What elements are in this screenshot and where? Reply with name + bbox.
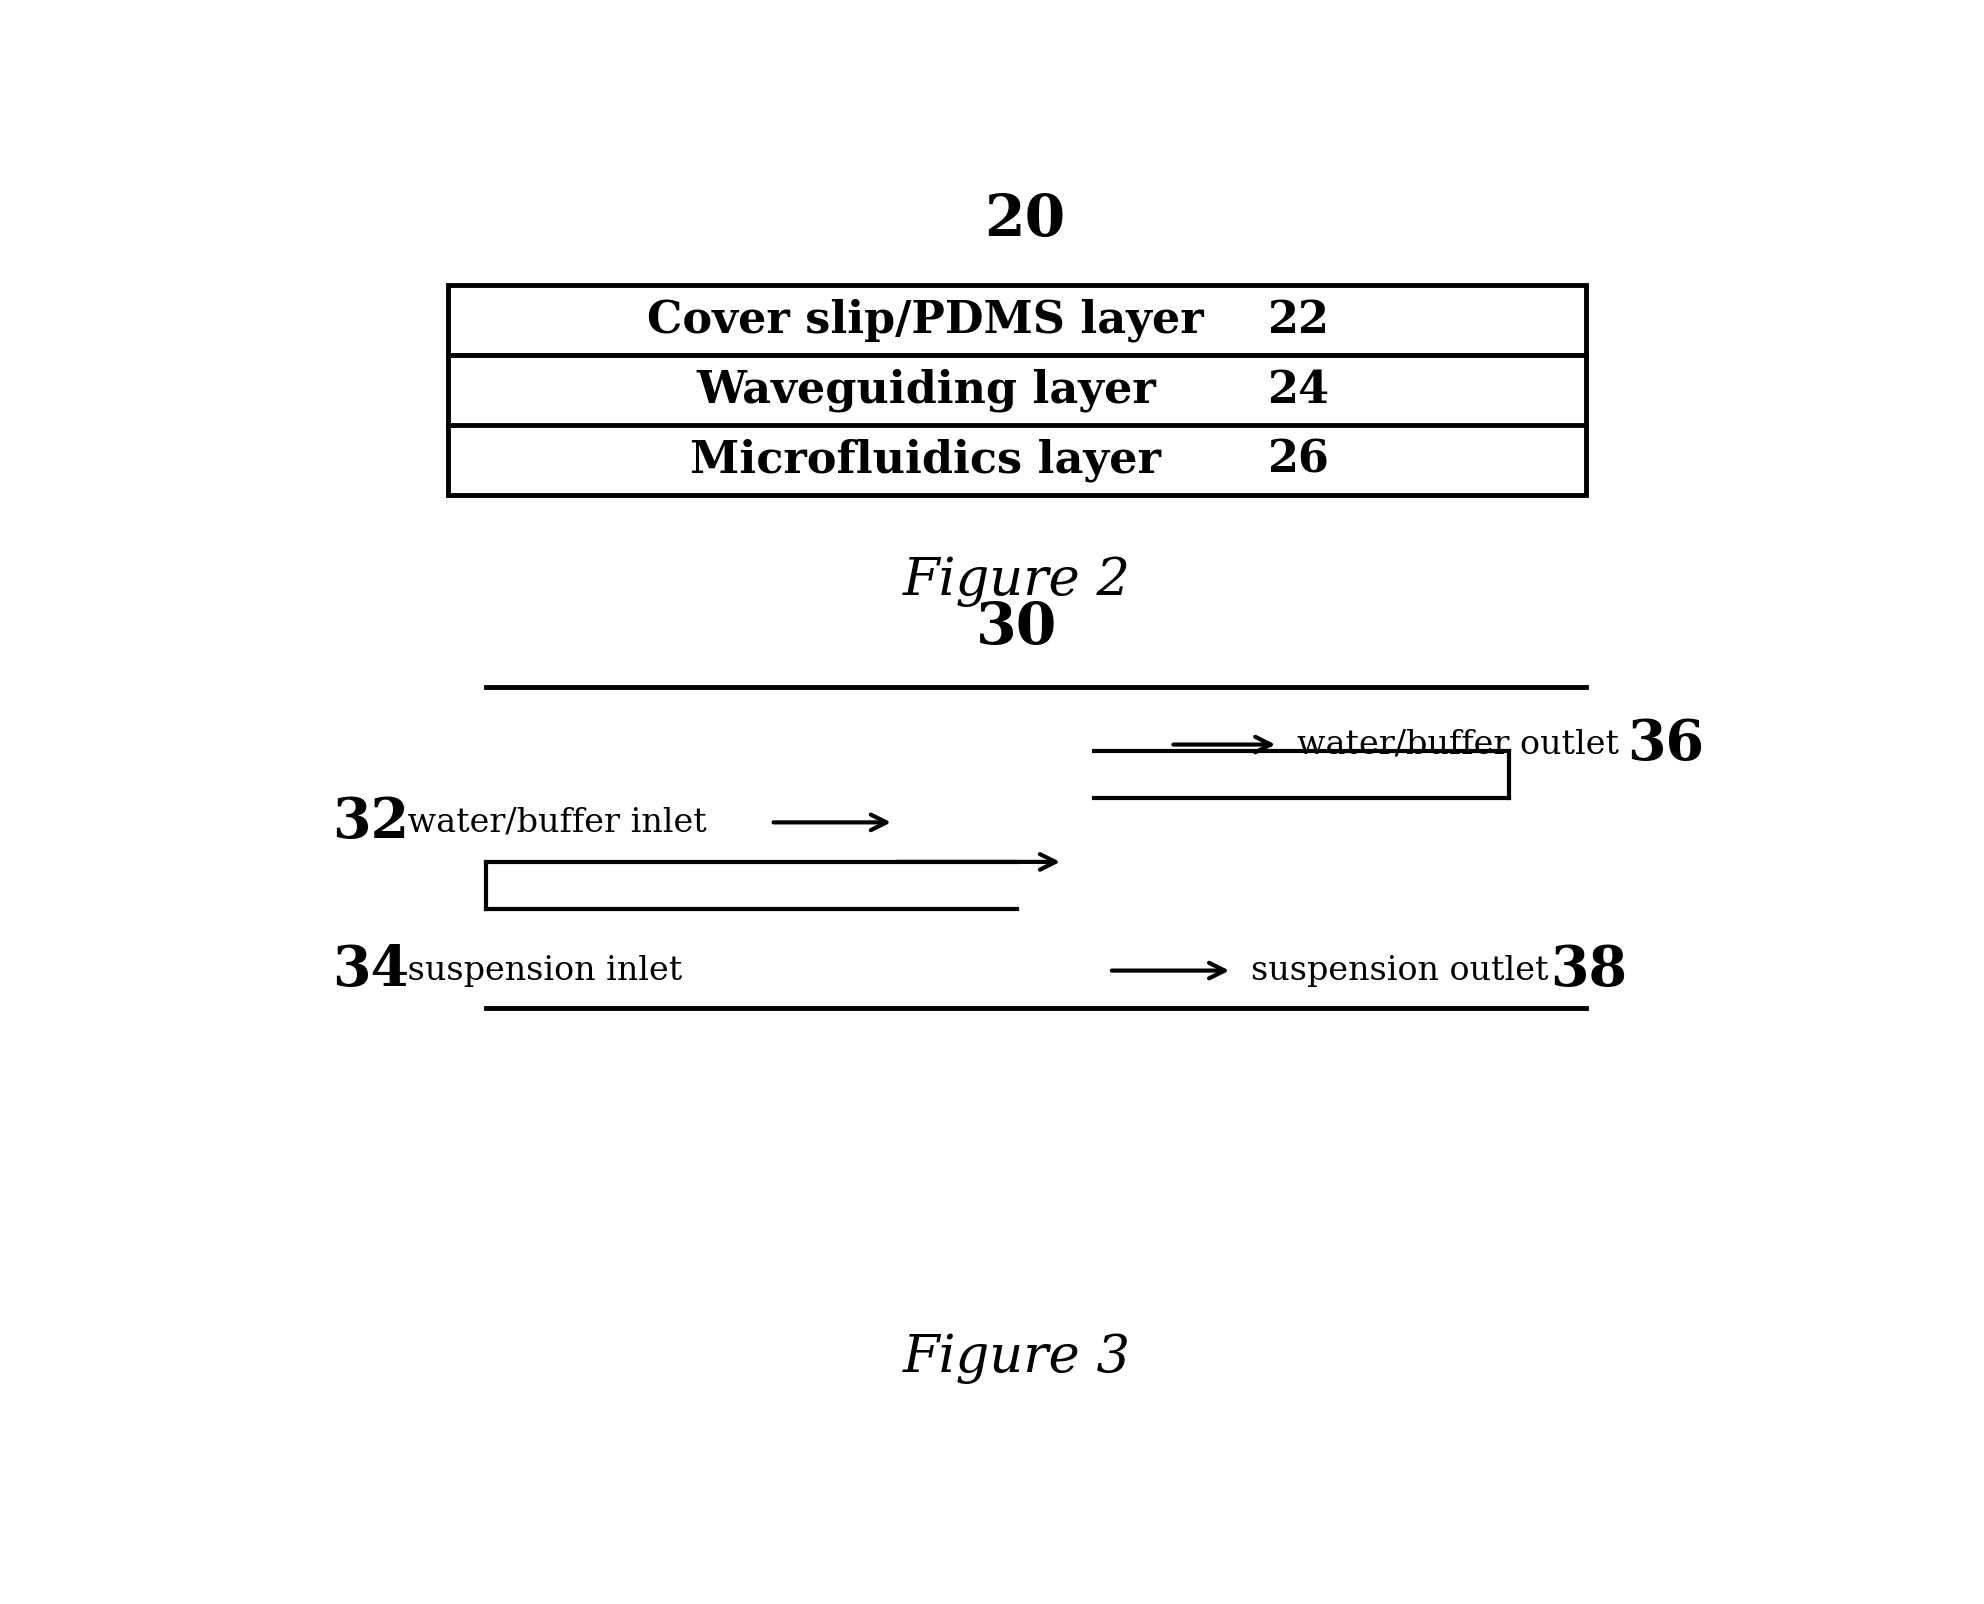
Text: 20: 20 [984, 192, 1065, 249]
Text: 32: 32 [333, 796, 409, 850]
Bar [448, 286, 1585, 496]
Text: 22: 22 [1268, 298, 1329, 342]
Text: 34: 34 [333, 943, 409, 998]
Text: water/buffer inlet: water/buffer inlet [397, 807, 706, 839]
Text: Microfluidics layer: Microfluidics layer [690, 438, 1161, 481]
Text: Cover slip/PDMS layer: Cover slip/PDMS layer [647, 298, 1204, 342]
Text: 36: 36 [1627, 717, 1704, 772]
Text: Figure 2: Figure 2 [903, 557, 1131, 606]
Text: Figure 3: Figure 3 [903, 1333, 1131, 1384]
Text: 30: 30 [976, 600, 1057, 656]
Text: Waveguiding layer: Waveguiding layer [696, 369, 1155, 412]
Text: 38: 38 [1550, 943, 1627, 998]
Text: suspension outlet: suspension outlet [1250, 954, 1559, 986]
Text: 26: 26 [1268, 438, 1329, 481]
Text: suspension inlet: suspension inlet [397, 954, 682, 986]
Text: 24: 24 [1268, 369, 1329, 412]
Text: water/buffer outlet: water/buffer outlet [1298, 728, 1629, 760]
